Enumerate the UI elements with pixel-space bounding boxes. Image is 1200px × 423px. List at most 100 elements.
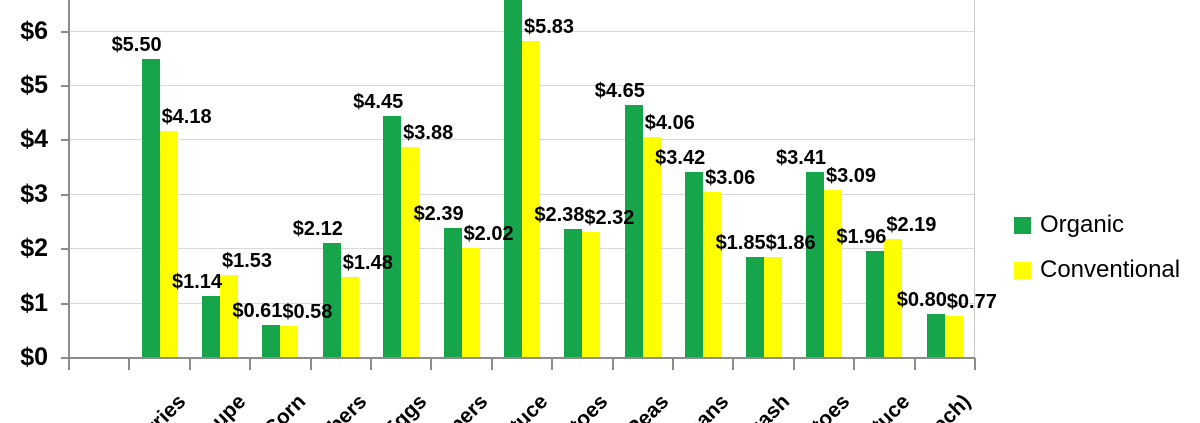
bar-organic-14 bbox=[926, 314, 945, 358]
value-label-organic-1: $5.50 bbox=[111, 33, 162, 56]
bar-organic-13 bbox=[866, 251, 885, 358]
plot-right-border bbox=[974, 0, 975, 358]
value-label-conventional-13: $2.19 bbox=[886, 213, 937, 236]
category-label-8: toes bbox=[565, 390, 613, 423]
y-axis-tick-label: $4 bbox=[20, 125, 48, 154]
bar-conventional-8 bbox=[582, 231, 601, 358]
bar-organic-12 bbox=[806, 172, 824, 358]
y-axis-line bbox=[68, 0, 70, 358]
y-axis-tick bbox=[61, 248, 69, 251]
bar-conventional-2 bbox=[220, 274, 238, 358]
bar-organic-1 bbox=[141, 58, 160, 358]
value-label-organic-5: $4.45 bbox=[353, 90, 404, 113]
x-axis-tick bbox=[853, 358, 856, 370]
value-label-conventional-12: $3.09 bbox=[825, 164, 877, 187]
legend-item-conventional: Conventional bbox=[1014, 256, 1180, 284]
category-label-3: Corn bbox=[259, 390, 311, 423]
value-label-conventional-2: $1.53 bbox=[221, 249, 273, 272]
bar-conventional-3 bbox=[280, 326, 299, 358]
y-axis-tick bbox=[61, 193, 69, 196]
x-axis-tick bbox=[128, 358, 131, 370]
category-label-4: bers bbox=[323, 390, 372, 423]
x-axis-tick bbox=[188, 358, 191, 370]
legend-label-organic: Organic bbox=[1040, 211, 1125, 238]
value-label-conventional-10: $3.06 bbox=[705, 166, 756, 189]
category-label-10: eans bbox=[683, 390, 734, 423]
category-label-12: toes bbox=[807, 390, 855, 423]
gridline-$6 bbox=[69, 30, 975, 32]
category-label-13: tuce bbox=[867, 390, 915, 423]
x-axis-tick bbox=[551, 358, 554, 370]
bar-organic-7 bbox=[504, 0, 522, 358]
bar-organic-9 bbox=[624, 105, 643, 358]
value-label-organic-4: $2.12 bbox=[292, 217, 343, 240]
value-label-conventional-8: $2.32 bbox=[584, 206, 635, 229]
bar-organic-3 bbox=[262, 324, 281, 358]
value-label-organic-8: $2.38 bbox=[534, 203, 585, 226]
bar-conventional-11 bbox=[763, 256, 782, 358]
legend-item-organic: Organic bbox=[1014, 211, 1180, 239]
category-label-14: ach) bbox=[928, 390, 976, 423]
bar-organic-4 bbox=[322, 242, 341, 358]
value-label-conventional-14: $0.77 bbox=[946, 291, 997, 314]
bar-organic-5 bbox=[383, 115, 402, 358]
y-axis-tick bbox=[61, 30, 69, 33]
bar-conventional-6 bbox=[461, 248, 480, 358]
organic-color-swatch bbox=[1014, 216, 1031, 234]
category-label-5: Eggs bbox=[378, 390, 432, 423]
x-axis-tick bbox=[974, 358, 976, 370]
value-label-organic-2: $1.14 bbox=[171, 270, 223, 293]
category-label-6: pers bbox=[444, 390, 492, 423]
value-label-organic-3: $0.61 bbox=[232, 299, 283, 322]
bar-conventional-12 bbox=[824, 189, 842, 358]
y-axis-tick bbox=[61, 357, 69, 359]
x-axis-tick bbox=[68, 358, 70, 370]
value-label-organic-9: $4.65 bbox=[594, 80, 645, 103]
bar-organic-8 bbox=[564, 228, 583, 358]
y-axis-tick-label: $6 bbox=[20, 16, 48, 45]
value-label-conventional-7: $5.83 bbox=[523, 15, 575, 38]
legend: Organic Conventional bbox=[1014, 211, 1180, 301]
bar-conventional-9 bbox=[642, 137, 661, 358]
x-axis-tick bbox=[913, 358, 916, 370]
category-label-1: rries bbox=[141, 390, 190, 423]
value-label-organic-11: $1.85 bbox=[715, 232, 766, 255]
x-axis-tick bbox=[249, 358, 252, 370]
bar-conventional-7 bbox=[522, 40, 540, 358]
bar-conventional-1 bbox=[159, 130, 178, 358]
value-label-organic-12: $3.41 bbox=[775, 147, 827, 170]
x-axis-tick bbox=[309, 358, 312, 370]
x-axis-tick bbox=[490, 358, 493, 370]
y-axis-tick-label: $5 bbox=[20, 71, 48, 99]
value-label-organic-10: $3.42 bbox=[655, 146, 706, 169]
conventional-color-swatch bbox=[1014, 261, 1031, 279]
x-axis-tick bbox=[370, 358, 372, 370]
y-axis-tick-label: $1 bbox=[20, 288, 48, 317]
bar-conventional-4 bbox=[340, 277, 359, 358]
value-label-conventional-11: $1.86 bbox=[765, 231, 816, 254]
y-axis-tick-label: $0 bbox=[20, 343, 48, 371]
value-label-conventional-4: $1.48 bbox=[342, 252, 393, 275]
plot-area bbox=[69, 0, 975, 358]
legend-label-conventional: Conventional bbox=[1040, 256, 1181, 283]
bar-conventional-13 bbox=[884, 238, 903, 358]
bar-conventional-5 bbox=[401, 146, 420, 358]
bar-conventional-14 bbox=[944, 316, 963, 358]
value-label-conventional-3: $0.58 bbox=[282, 301, 333, 324]
bar-organic-2 bbox=[202, 295, 220, 358]
value-label-organic-13: $1.96 bbox=[836, 226, 887, 249]
bar-organic-10 bbox=[685, 171, 704, 358]
category-label-7: tuce bbox=[505, 390, 553, 423]
category-label-9: Peas bbox=[622, 390, 674, 423]
y-axis-tick-label: $2 bbox=[20, 234, 48, 263]
value-label-conventional-9: $4.06 bbox=[644, 112, 695, 135]
x-axis-tick bbox=[430, 358, 433, 370]
x-axis-tick bbox=[611, 358, 614, 370]
x-axis-tick bbox=[732, 358, 735, 370]
x-axis-tick bbox=[672, 358, 674, 370]
value-label-conventional-1: $4.18 bbox=[161, 105, 212, 128]
y-axis-tick bbox=[61, 139, 69, 142]
category-label-2: oupe bbox=[198, 390, 251, 423]
y-axis-tick bbox=[61, 85, 69, 87]
